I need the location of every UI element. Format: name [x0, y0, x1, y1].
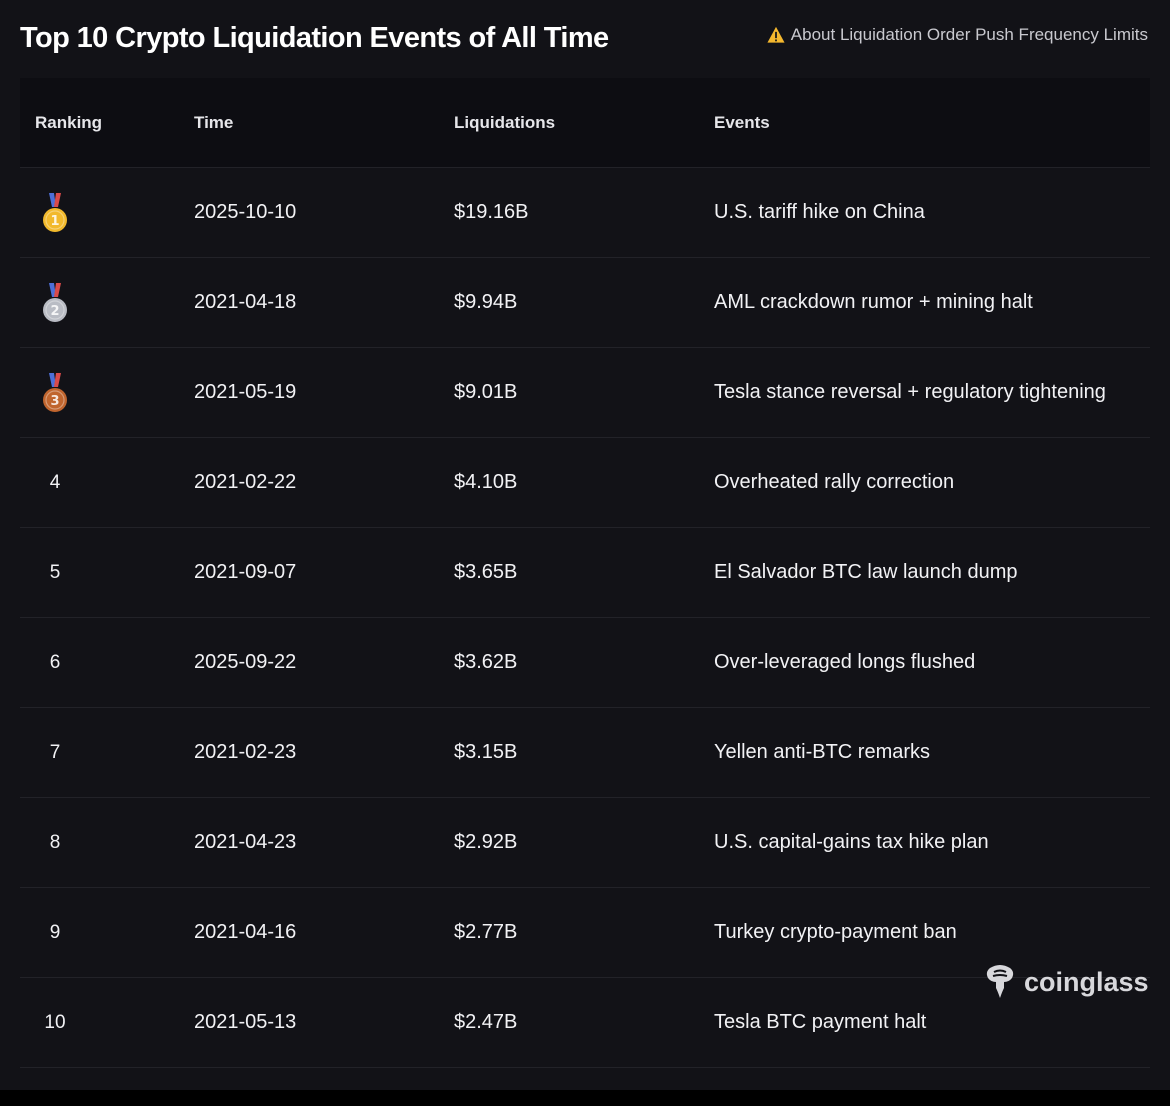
time-cell: 2021-09-07: [194, 561, 297, 583]
rank-number: 9: [49, 921, 61, 943]
table-row: 1 2025-10-10 $19.16B U.S. tariff hike on Ch…: [20, 168, 1150, 258]
table-row: 8 2021-04-23 $2.92B U.S. capital-gains tax …: [20, 798, 1150, 888]
column-header-time: Time: [194, 112, 234, 132]
liquidations-cell: $3.15B: [454, 741, 518, 763]
rank-number: 4: [49, 471, 61, 493]
liquidations-cell: $9.01B: [454, 381, 518, 403]
table-header: Ranking Time Liquidations Events: [20, 78, 1150, 168]
rank-cell: 9: [35, 888, 75, 977]
column-header-events: Events: [714, 112, 770, 132]
rank-cell: 10: [35, 978, 75, 1067]
rank-number: 5: [49, 561, 61, 583]
liquidations-cell: $2.47B: [454, 1011, 518, 1033]
rank-cell: 7: [35, 708, 75, 797]
column-header-ranking: Ranking: [35, 112, 103, 132]
rank-number: 6: [49, 651, 61, 673]
time-cell: 2021-05-19: [194, 381, 297, 403]
coinglass-logo-icon: [986, 965, 1014, 998]
frequency-limits-link[interactable]: About Liquidation Order Push Frequency L…: [767, 25, 1148, 45]
table-row: 5 2021-09-07 $3.65B El Salvador BTC law lau…: [20, 528, 1150, 618]
event-cell: Tesla BTC payment halt: [714, 1011, 927, 1033]
liquidations-cell: $2.92B: [454, 831, 518, 853]
liquidations-cell: $3.65B: [454, 561, 518, 583]
liquidations-cell: $4.10B: [454, 471, 518, 493]
rank-number: 10: [44, 1011, 66, 1033]
rank-cell: 2: [35, 258, 75, 347]
event-cell: El Salvador BTC law launch dump: [714, 561, 1018, 583]
liquidation-table: Ranking Time Liquidations Events 1 2025-1…: [20, 78, 1150, 1068]
time-cell: 2021-05-13: [194, 1011, 297, 1033]
column-header-liquidations: Liquidations: [454, 112, 556, 132]
coinglass-wordmark: coinglass: [1024, 966, 1149, 997]
rank-cell: 4: [35, 438, 75, 527]
table-row: 9 2021-04-16 $2.77B Turkey crypto-payment b…: [20, 888, 1150, 978]
frequency-limits-label: About Liquidation Order Push Frequency L…: [790, 25, 1148, 44]
rank-cell: 3: [35, 348, 75, 437]
time-cell: 2021-04-18: [194, 291, 297, 313]
event-cell: Turkey crypto-payment ban: [714, 921, 957, 943]
event-cell: Yellen anti-BTC remarks: [714, 741, 931, 763]
event-cell: AML crackdown rumor + mining halt: [714, 291, 1033, 313]
liquidations-cell: $2.77B: [454, 921, 518, 943]
time-cell: 2021-02-22: [194, 471, 297, 493]
liquidations-cell: $3.62B: [454, 651, 518, 673]
liquidations-cell: $19.16B: [454, 201, 529, 223]
event-cell: U.S. tariff hike on China: [714, 201, 925, 223]
event-cell: Tesla stance reversal + regulatory tight…: [714, 381, 1106, 403]
page-title: Top 10 Crypto Liquidation Events of All …: [20, 22, 609, 54]
rank-cell: 8: [35, 798, 75, 887]
table-row: 6 2025-09-22 $3.62B Over-leveraged longs fl…: [20, 618, 1150, 708]
table-row: 2 2021-04-18 $9.94B AML crackdown rumor + m…: [20, 258, 1150, 348]
event-cell: Overheated rally correction: [714, 471, 955, 493]
medal-rank-number: 2: [50, 304, 59, 319]
table-row: 7 2021-02-23 $3.15B Yellen anti-BTC remarks: [20, 708, 1150, 798]
liquidations-cell: $9.94B: [454, 291, 518, 313]
time-cell: 2025-10-10: [194, 201, 297, 223]
table-row: 4 2021-02-22 $4.10B Overheated rally correc…: [20, 438, 1150, 528]
medal-rank-number: 1: [50, 214, 59, 229]
gold-medal-icon: 1: [43, 192, 67, 232]
bronze-medal-icon: 3: [43, 372, 67, 412]
time-cell: 2021-04-16: [194, 921, 297, 943]
rank-cell: 6: [35, 618, 75, 707]
rank-cell: 1: [35, 168, 75, 257]
event-cell: U.S. capital-gains tax hike plan: [714, 831, 989, 853]
rank-number: 7: [49, 741, 61, 763]
rank-cell: 5: [35, 528, 75, 617]
time-cell: 2025-09-22: [194, 651, 297, 673]
event-cell: Over-leveraged longs flushed: [714, 651, 976, 673]
table-row: 3 2021-05-19 $9.01B Tesla stance reversal +…: [20, 348, 1150, 438]
warning-icon: [767, 26, 785, 43]
medal-rank-number: 3: [50, 394, 59, 409]
table-row: 10 2021-05-13 $2.47B Tesla BTC payment halt: [20, 978, 1150, 1068]
coinglass-watermark: coinglass: [982, 962, 1149, 1002]
rank-number: 8: [49, 831, 61, 853]
silver-medal-icon: 2: [43, 282, 67, 322]
table-body: 1 2025-10-10 $19.16B U.S. tariff hike on Ch…: [20, 168, 1150, 1068]
time-cell: 2021-02-23: [194, 741, 297, 763]
time-cell: 2021-04-23: [194, 831, 297, 853]
